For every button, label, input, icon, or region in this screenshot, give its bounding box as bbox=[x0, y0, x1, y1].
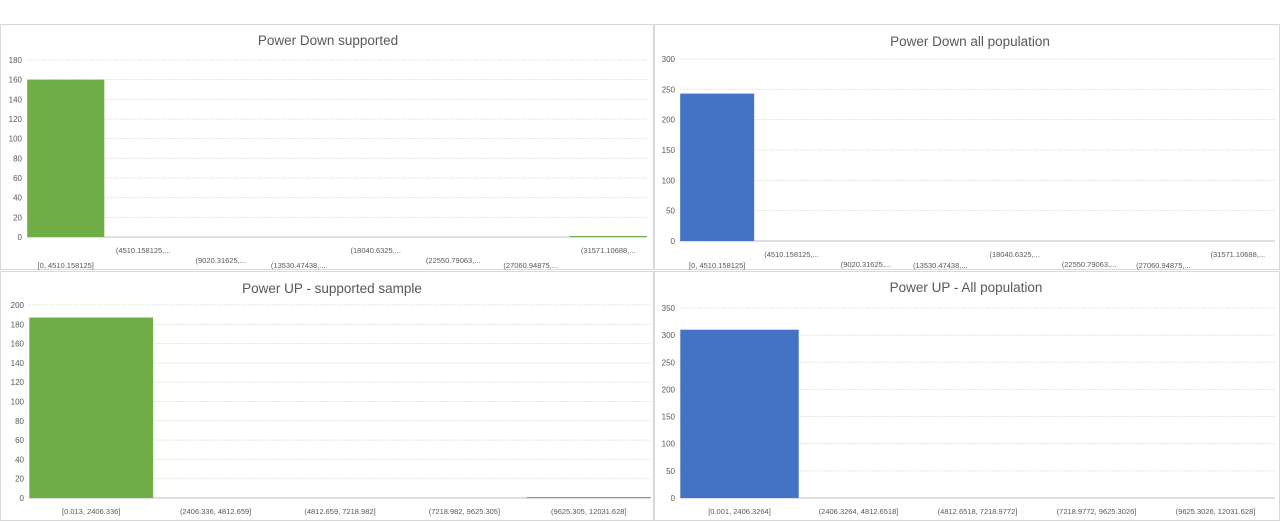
x-tick-label: (13530.47438,... bbox=[271, 261, 326, 270]
y-tick-label: 120 bbox=[11, 378, 25, 387]
y-tick-label: 180 bbox=[9, 56, 23, 65]
x-tick-label: (27060.94875,... bbox=[503, 261, 558, 270]
x-tick-label: (4812.659, 7218.982] bbox=[304, 507, 375, 516]
x-tick-label: (2406.3264, 4812.6518] bbox=[819, 507, 899, 516]
y-tick-label: 250 bbox=[662, 85, 676, 94]
chart-svg: Power UP - All population 0 50 100 150 200 25… bbox=[662, 280, 1275, 516]
y-tick-label: 250 bbox=[662, 358, 676, 367]
x-tick-label: (4510.158125,... bbox=[764, 250, 819, 259]
y-tick-label: 0 bbox=[671, 237, 676, 246]
y-tick-label: 160 bbox=[11, 340, 25, 349]
y-tick-label: 50 bbox=[666, 467, 675, 476]
chart-title: Power Down supported bbox=[258, 33, 398, 48]
y-tick-label: 100 bbox=[11, 398, 25, 407]
top-strip bbox=[0, 0, 1280, 24]
y-tick-label: 150 bbox=[662, 413, 676, 422]
y-tick-label: 350 bbox=[662, 304, 676, 313]
chart-power-up-supported-sample[interactable]: Power UP - supported sample 0 20 40 60 80 100… bbox=[0, 271, 654, 521]
chart-svg: Power Down all population 0 50 100 150 200 25… bbox=[662, 34, 1275, 270]
chart-title: Power UP - All population bbox=[890, 280, 1043, 295]
x-tick-label: (9020.31625,... bbox=[841, 260, 891, 269]
y-tick-label: 40 bbox=[13, 194, 22, 203]
y-tick-label: 100 bbox=[9, 135, 23, 144]
y-tick-label: 80 bbox=[15, 417, 24, 426]
y-tick-label: 80 bbox=[13, 154, 22, 163]
y-tick-label: 20 bbox=[13, 213, 22, 222]
chart-power-down-all-population[interactable]: Power Down all population 0 50 100 150 200 25… bbox=[654, 24, 1280, 270]
x-tick-label: (9625.305, 12031.628] bbox=[551, 507, 626, 516]
x-tick-label: (31571.10688,... bbox=[1210, 250, 1265, 259]
x-tick-label: (2406.336, 4812.659] bbox=[180, 507, 251, 516]
chart-title: Power UP - supported sample bbox=[242, 281, 422, 296]
x-tick-label: (7218.9772, 9625.3026] bbox=[1057, 507, 1137, 516]
bar bbox=[29, 317, 154, 498]
x-tick-label: (4510.158125,... bbox=[116, 246, 171, 255]
y-tick-label: 60 bbox=[13, 174, 22, 183]
x-tick-label: [0.013, 2406.336] bbox=[62, 507, 120, 516]
x-tick-label: (18040.6325,... bbox=[989, 250, 1039, 259]
y-tick-label: 20 bbox=[15, 475, 24, 484]
y-tick-label: 300 bbox=[662, 55, 676, 64]
bar bbox=[27, 79, 105, 237]
bar bbox=[569, 236, 647, 237]
y-tick-label: 100 bbox=[662, 440, 676, 449]
x-tick-label: (7218.982, 9625.305] bbox=[429, 507, 500, 516]
x-tick-label: (22550.79063,... bbox=[1062, 260, 1117, 269]
chart-svg: Power UP - supported sample 0 20 40 60 80 100… bbox=[11, 281, 651, 516]
x-tick-label: (27060.94875,... bbox=[1136, 261, 1191, 270]
x-tick-label: (9020.31625,... bbox=[196, 256, 246, 265]
x-tick-label: [0, 4510.158125] bbox=[38, 261, 94, 270]
y-tick-label: 140 bbox=[9, 95, 23, 104]
x-tick-label: (13530.47438,... bbox=[913, 261, 968, 270]
y-tick-label: 140 bbox=[11, 359, 25, 368]
y-tick-label: 160 bbox=[9, 76, 23, 85]
chart-svg: Power Down supported 0 20 40 60 80 100 120 140 1… bbox=[9, 33, 647, 270]
x-tick-label: [0.001, 2406.3264] bbox=[708, 507, 771, 516]
chart-title: Power Down all population bbox=[890, 34, 1050, 49]
y-tick-label: 0 bbox=[20, 494, 25, 503]
y-tick-label: 180 bbox=[11, 320, 25, 329]
y-tick-label: 0 bbox=[671, 494, 676, 503]
x-tick-label: (18040.6325,... bbox=[351, 246, 401, 255]
y-tick-label: 50 bbox=[666, 207, 675, 216]
y-tick-label: 200 bbox=[662, 116, 676, 125]
y-tick-label: 200 bbox=[662, 385, 676, 394]
y-tick-label: 200 bbox=[11, 301, 25, 310]
y-tick-label: 40 bbox=[15, 455, 24, 464]
x-tick-label: (31571.10688,... bbox=[581, 246, 636, 255]
bar bbox=[526, 497, 651, 498]
x-tick-label: (9625.3026, 12031.628] bbox=[1176, 507, 1256, 516]
y-tick-label: 150 bbox=[662, 146, 676, 155]
y-tick-label: 60 bbox=[15, 436, 24, 445]
chart-power-up-all-population[interactable]: Power UP - All population 0 50 100 150 200 25… bbox=[654, 271, 1280, 521]
y-tick-label: 300 bbox=[662, 331, 676, 340]
chart-power-down-supported[interactable]: Power Down supported 0 20 40 60 80 100 120 140 1… bbox=[0, 24, 654, 270]
x-tick-label: [0, 4510.158125] bbox=[689, 261, 745, 270]
y-tick-label: 120 bbox=[9, 115, 23, 124]
x-tick-label: (22550.79063,... bbox=[426, 256, 481, 265]
y-tick-label: 0 bbox=[18, 233, 23, 242]
bar bbox=[680, 329, 799, 498]
bar bbox=[680, 93, 755, 241]
x-tick-label: (4812.6518, 7218.9772] bbox=[938, 507, 1018, 516]
y-tick-label: 100 bbox=[662, 176, 676, 185]
